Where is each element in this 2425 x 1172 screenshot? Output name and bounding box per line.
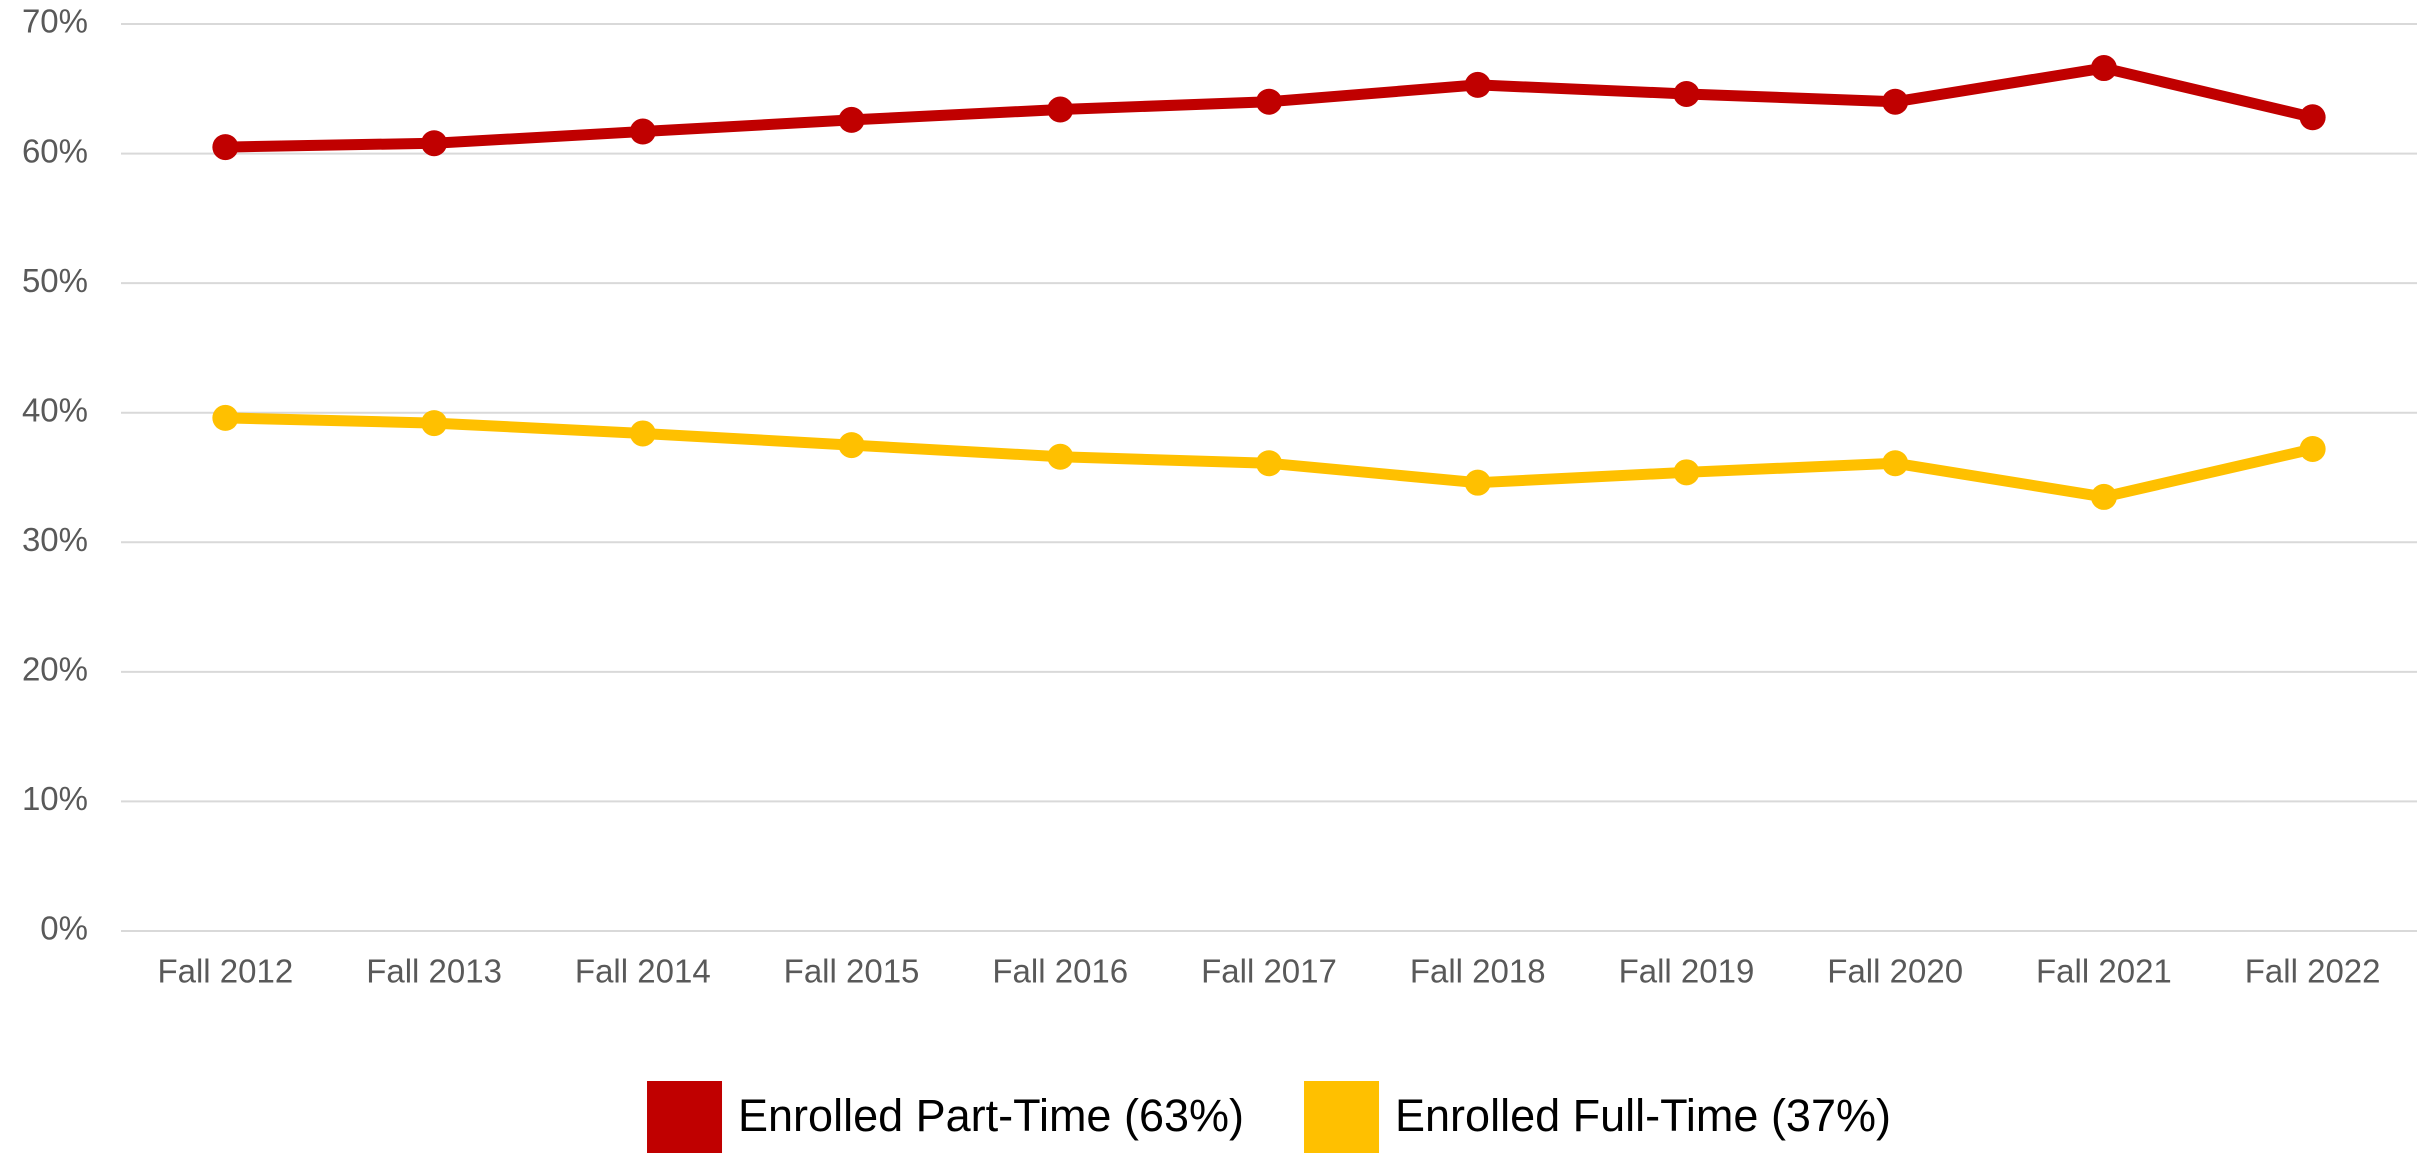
data-point	[629, 420, 656, 447]
data-point	[1464, 71, 1491, 98]
data-point	[2090, 483, 2117, 510]
data-point	[2090, 55, 2117, 82]
y-tick-label: 60%	[22, 132, 88, 169]
data-point	[1047, 443, 1074, 470]
x-tick-label: Fall 2018	[1410, 953, 1546, 990]
legend-label: Enrolled Part-Time (63%)	[738, 1090, 1244, 1141]
data-point	[629, 118, 656, 145]
legend-label: Enrolled Full-Time (37%)	[1395, 1090, 1891, 1141]
data-point	[838, 106, 865, 133]
data-point	[1673, 459, 1700, 486]
data-point	[838, 432, 865, 459]
x-tick-label: Fall 2012	[157, 953, 293, 990]
x-tick-label: Fall 2014	[575, 953, 711, 990]
data-point	[1256, 450, 1282, 477]
data-point	[1882, 88, 1909, 115]
data-point	[1464, 469, 1491, 496]
data-point	[421, 410, 448, 437]
data-point	[1256, 88, 1282, 115]
y-tick-label: 50%	[22, 262, 88, 299]
y-tick-label: 70%	[22, 3, 88, 40]
y-tick-label: 0%	[40, 910, 88, 947]
x-tick-label: Fall 2022	[2245, 953, 2381, 990]
data-point	[212, 404, 239, 431]
y-tick-label: 40%	[22, 391, 88, 428]
x-tick-label: Fall 2019	[1619, 953, 1755, 990]
data-point	[2299, 104, 2326, 131]
x-tick-label: Fall 2017	[1201, 953, 1337, 990]
data-point	[1882, 450, 1909, 477]
y-tick-label: 20%	[22, 651, 88, 688]
x-tick-label: Fall 2021	[2036, 953, 2172, 990]
data-point	[212, 134, 239, 161]
x-tick-label: Fall 2016	[992, 953, 1128, 990]
legend-swatch	[1304, 1081, 1380, 1153]
data-point	[1047, 96, 1074, 123]
x-tick-label: Fall 2020	[1827, 953, 1963, 990]
x-tick-label: Fall 2013	[366, 953, 502, 990]
y-tick-label: 30%	[22, 521, 88, 558]
data-point	[1673, 80, 1700, 107]
data-point	[421, 130, 448, 157]
legend: Enrolled Part-Time (63%) Enrolled Full-Ti…	[647, 1081, 1891, 1153]
y-tick-label: 10%	[22, 780, 88, 817]
x-tick-label: Fall 2015	[784, 953, 920, 990]
data-point	[2299, 435, 2326, 462]
legend-swatch	[647, 1081, 723, 1153]
